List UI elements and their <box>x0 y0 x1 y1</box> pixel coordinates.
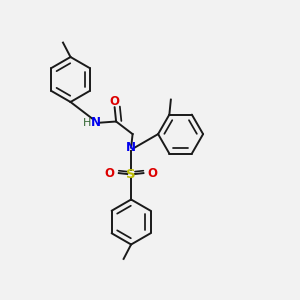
Text: N: N <box>91 116 101 129</box>
Text: H: H <box>83 118 91 128</box>
Text: O: O <box>110 95 120 108</box>
Text: O: O <box>105 167 115 180</box>
Text: O: O <box>147 167 158 180</box>
Text: S: S <box>126 167 136 181</box>
Text: N: N <box>126 141 136 154</box>
